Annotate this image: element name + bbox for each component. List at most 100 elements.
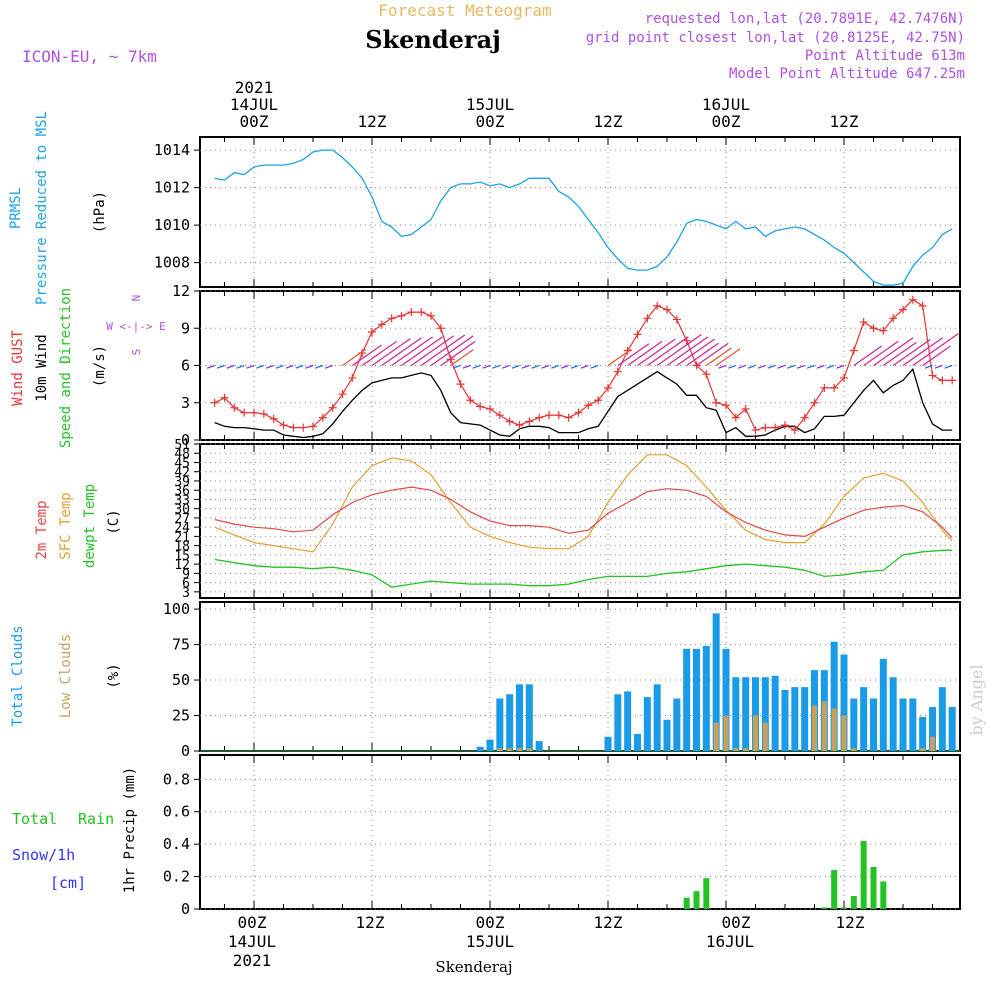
temp2m-label: 2m Temp [34, 500, 50, 559]
wind-ytick-label: 12 [172, 282, 190, 300]
rain-bar [821, 907, 828, 909]
compass-n: N [130, 295, 143, 302]
temp-ytick-label: 21 [174, 530, 190, 545]
gust-marker [731, 413, 740, 422]
gust-marker [869, 324, 878, 333]
total-cloud-bar [879, 658, 887, 751]
wind-direction-arrow [551, 364, 560, 369]
total-cloud-bar [486, 739, 494, 751]
wind-unit: (m/s) [92, 345, 108, 387]
total-cloud-bar [712, 613, 720, 751]
rain-bar [703, 878, 710, 909]
wind-direction-arrow [656, 334, 702, 366]
gust-marker [328, 403, 337, 412]
wind-direction-arrow [816, 364, 825, 369]
plot-area: 1008101010121014036912369121518212427303… [154, 136, 961, 918]
total-cloud-bar [663, 719, 671, 751]
wind-ytick-label: 6 [181, 357, 190, 375]
precip-unit: 1hr Precip (mm) [122, 767, 138, 893]
wind-ytick-label: 0 [181, 431, 190, 449]
wind-direction-arrow [767, 364, 776, 369]
gust-marker [908, 295, 917, 304]
gust-marker [643, 314, 652, 323]
gust-marker [751, 426, 760, 435]
temp-ytick-label: 15 [174, 549, 190, 564]
total-cloud-bar [830, 641, 838, 751]
gust-marker [318, 413, 327, 422]
rain-bar [693, 891, 700, 909]
wind-direction-arrow [256, 364, 265, 369]
wind-direction-arrow [892, 339, 931, 366]
low-cloud-bar [831, 708, 837, 751]
top-tick-1: 12Z [358, 112, 387, 131]
gust-marker [948, 376, 957, 385]
temp-ytick-label: 36 [174, 484, 190, 499]
wind-direction-arrow [452, 364, 461, 369]
wind-direction-arrow [450, 349, 474, 366]
sfc-temp-label: SFC Temp [58, 492, 74, 559]
wind-direction-arrow [226, 364, 235, 369]
wind-ytick-label: 3 [181, 394, 190, 412]
low-cloud-bar [733, 748, 739, 751]
gust-label: Wind GUST [10, 330, 26, 406]
wind-direction-arrow [696, 342, 729, 366]
gust-marker [564, 413, 573, 422]
gust-marker [653, 301, 662, 310]
total-cloud-bar [614, 694, 622, 751]
gust-marker [662, 305, 671, 314]
gust-marker [623, 346, 632, 355]
gust-marker [849, 346, 858, 355]
rain-bar [880, 881, 887, 909]
clouds-ytick-label: 75 [172, 636, 190, 654]
bottom-date-2: 15JUL [466, 932, 514, 951]
total-cloud-bar [633, 733, 641, 751]
gust-marker [800, 413, 809, 422]
gust-marker [397, 311, 406, 320]
top-date-1: 14JUL [230, 95, 278, 114]
wind-direction-arrow [541, 364, 550, 369]
wind-direction-arrow [492, 364, 501, 369]
total-cloud-bar [496, 698, 504, 751]
direction-label: Speed and Direction [58, 288, 74, 448]
wind-direction-arrow [275, 364, 284, 369]
wind-direction-arrow [777, 364, 786, 369]
wind-direction-arrow [715, 348, 741, 366]
total-cloud-bar [771, 675, 779, 751]
gust-marker [839, 373, 848, 382]
gust-marker [761, 423, 770, 432]
wind-direction-arrow [590, 364, 599, 369]
total-cloud-bar [781, 689, 789, 751]
model-label: ICON-EU, ~ 7km [22, 47, 157, 66]
wind-direction-arrow [934, 364, 943, 369]
gust-marker [584, 401, 593, 410]
rain-bar [850, 896, 857, 909]
total-cloud-bar [692, 648, 700, 751]
wind-direction-arrow [430, 335, 474, 366]
temp-ytick-label: 27 [174, 512, 190, 527]
wind-direction-arrow [902, 337, 943, 366]
precip-ytick-label: 0.2 [163, 868, 190, 886]
gust-marker [928, 371, 937, 380]
temp-ytick-label: 33 [174, 493, 190, 508]
rain-bar [870, 866, 877, 909]
gust-marker [377, 320, 386, 329]
precip-total-label: Total [12, 810, 57, 828]
total-cloud-bar [919, 716, 927, 751]
pressure-label: Pressure Reduced to MSL [34, 111, 50, 305]
gust-marker [269, 414, 278, 423]
grid-coords: grid point closest lon,lat (20.8125E, 42… [586, 30, 965, 46]
wind-direction-arrow [246, 364, 255, 369]
wind-direction-arrow [265, 364, 274, 369]
gust-marker [702, 370, 711, 379]
temp2m-line [214, 486, 953, 539]
total-cloud-bar [742, 677, 750, 751]
wind-direction-arrow [391, 336, 433, 366]
pressure-ytick-label: 1012 [154, 179, 190, 197]
precip-ytick-label: 0 [181, 900, 190, 918]
gust-marker [544, 411, 553, 420]
gust-marker [299, 423, 308, 432]
total-cloud-bar [938, 687, 946, 751]
wind-direction-arrow [737, 364, 746, 369]
wind-direction-arrow [924, 364, 933, 369]
wind-direction-arrow [666, 336, 709, 366]
